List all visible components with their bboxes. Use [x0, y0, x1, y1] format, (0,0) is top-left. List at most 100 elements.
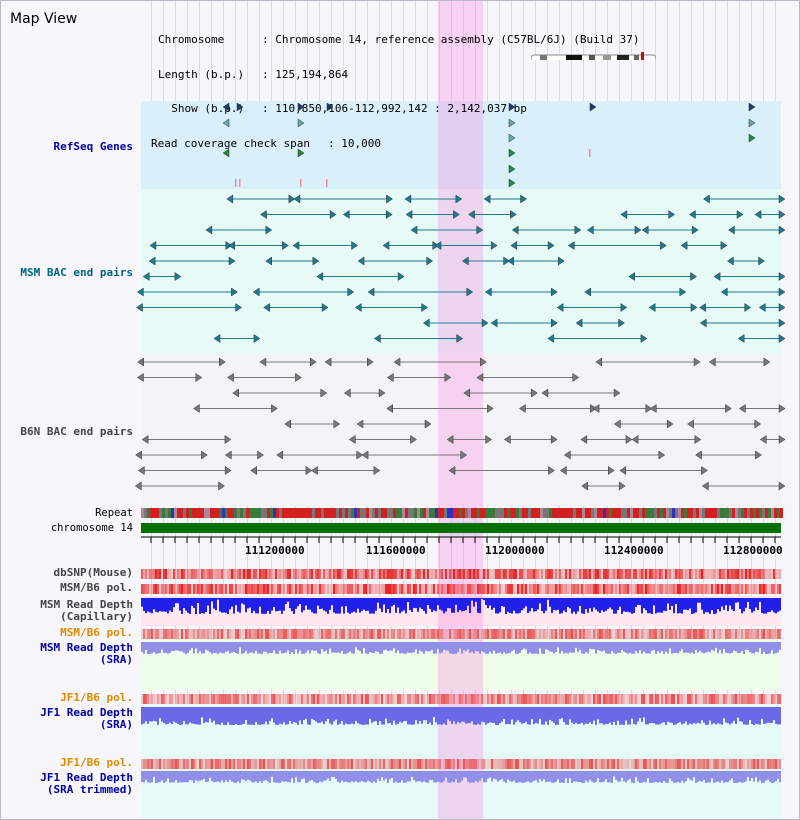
jf1-b6-pol-cell — [473, 694, 475, 704]
msm-depth-capillary-bar — [153, 598, 155, 610]
msm-bac-pair-end — [575, 318, 583, 328]
repeat-segment — [705, 508, 708, 518]
jf1-b6-pol-trim-cell — [615, 759, 617, 769]
msm-b6-pol-sra-cell — [433, 629, 435, 639]
msm-b6-pol-sra-cell — [381, 629, 383, 639]
msm-depth-sra-bar — [439, 642, 441, 654]
jf1-b6-pol-cell — [161, 694, 163, 704]
msm-b6-pol-cell — [449, 584, 451, 594]
dbsnp-cell — [513, 569, 515, 579]
dbsnp-cell — [173, 569, 175, 579]
jf1-b6-pol-trim-cell — [757, 759, 759, 769]
jf1-depth-trimmed-bar — [457, 771, 459, 783]
msm-depth-capillary-bar — [713, 598, 715, 614]
msm-depth-sra-bar — [521, 642, 523, 651]
jf1-b6-pol-cell — [545, 694, 547, 704]
b6n-bac-pair-end — [607, 466, 615, 475]
jf1-depth-trimmed-bar — [743, 771, 745, 783]
jf1-b6-pol-trim-cell — [663, 759, 665, 769]
jf1-depth-trimmed-bar — [583, 771, 585, 783]
jf1-depth-sra-bar — [645, 707, 647, 725]
jf1-depth-trimmed-bar — [287, 771, 289, 783]
dbsnp-cell — [493, 569, 495, 579]
repeat-segment — [429, 508, 432, 518]
jf1-b6-pol-cell — [667, 694, 669, 704]
jf1-b6-pol-trim-cell — [703, 759, 705, 769]
jf1-depth-trimmed-bar — [643, 771, 645, 782]
msm-b6-pol-sra-cell — [407, 629, 409, 639]
msm-depth-sra-bar — [581, 642, 583, 654]
jf1-depth-sra-bar — [747, 707, 749, 725]
jf1-b6-pol-cell — [309, 694, 311, 704]
msm-bac-pair-end — [567, 241, 575, 250]
msm-b6-pol-cell — [327, 584, 329, 594]
jf1-b6-pol-trim-cell — [403, 759, 405, 769]
jf1-depth-trimmed-line2: (SRA trimmed) — [46, 783, 133, 796]
dbsnp-cell — [303, 569, 305, 579]
b6n-bac-pair-end — [373, 466, 381, 475]
msm-b6-pol-cell — [287, 584, 289, 594]
msm-b6-pol-cell — [425, 584, 427, 594]
msm-depth-capillary-bar — [157, 598, 159, 613]
msm-depth-sra-bar — [173, 642, 175, 652]
axis-tick-5: 112800000 — [723, 544, 783, 557]
msm-b6-pol-sra-cell — [697, 629, 699, 639]
dbsnp-cell — [643, 569, 645, 579]
msm-b6-pol-cell — [591, 584, 593, 594]
jf1-b6-pol-cell — [603, 694, 605, 704]
msm-b6-pol-sra-cell — [569, 629, 571, 639]
gene-marker — [748, 118, 756, 128]
jf1-b6-pol-trim-cell — [451, 759, 453, 769]
jf1-depth-trimmed-bar — [503, 771, 505, 782]
jf1-depth-trimmed-bar — [461, 771, 463, 781]
msm-depth-capillary-bar — [441, 598, 443, 611]
msm-depth-capillary-bar — [155, 598, 157, 612]
msm-b6-pol-sra-cell — [615, 629, 617, 639]
jf1-b6-pol-trim-cell — [261, 759, 263, 769]
jf1-b6-pol-trim-cell — [277, 759, 279, 769]
highlight-region[interactable] — [438, 1, 483, 819]
jf1-depth-sra-bar — [637, 707, 639, 722]
jf1-b6-pol-trim-cell — [483, 759, 485, 769]
msm-depth-capillary-bar — [417, 598, 419, 612]
msm-depth-capillary-bar — [679, 598, 681, 613]
b6n-bac-pair-end — [410, 435, 417, 444]
jf1-b6-pol-cell — [385, 694, 387, 704]
repeat-segment — [648, 508, 651, 518]
msm-b6-pol-cell — [687, 584, 689, 594]
jf1-depth-trimmed-bar — [775, 771, 777, 782]
jf1-b6-pol-cell — [617, 694, 619, 704]
msm-depth-sra-bar — [511, 642, 513, 652]
chromosome-ideogram[interactable] — [531, 52, 656, 60]
jf1-b6-pol-trim-cell — [197, 759, 199, 769]
jf1-depth-sra-bar — [489, 707, 491, 723]
msm-b6-pol-cell — [501, 584, 503, 594]
msm-b6-pol-sra-cell — [143, 629, 145, 639]
msm-depth-sra-bar — [149, 642, 151, 654]
jf1-depth-sra-bar — [587, 707, 589, 724]
jf1-b6-pol-trim-cell — [645, 759, 647, 769]
jf1-b6-pol-trim-cell — [303, 759, 305, 769]
msm-b6-pol-sra-cell — [629, 629, 631, 639]
jf1-b6-pol-cell — [179, 694, 181, 704]
msm-depth-capillary-bar — [727, 598, 729, 612]
jf1-depth-sra-bar — [709, 707, 711, 721]
jf1-b6-pol-cell — [563, 694, 565, 704]
jf1-depth-sra-bar — [155, 707, 157, 722]
msm-depth-sra-bar — [351, 642, 353, 654]
jf1-depth-sra-bar — [563, 707, 565, 722]
msm-depth-sra-bar — [315, 642, 317, 651]
jf1-b6-pol-trim-cell — [587, 759, 589, 769]
jf1-b6-pol-trim-cell — [293, 759, 295, 769]
jf1-b6-pol-cell — [697, 694, 699, 704]
jf1-depth-trimmed-bar — [529, 771, 531, 783]
msm-depth-sra-bar — [251, 642, 253, 653]
msm-depth-sra-bar — [289, 642, 291, 654]
msm-b6-pol-cell — [375, 584, 377, 594]
gene-marker — [222, 148, 230, 158]
msm-b6-pol-cell — [379, 584, 381, 594]
msm-depth-sra-bar — [719, 642, 721, 650]
msm-b6-pol-cell — [249, 584, 251, 594]
